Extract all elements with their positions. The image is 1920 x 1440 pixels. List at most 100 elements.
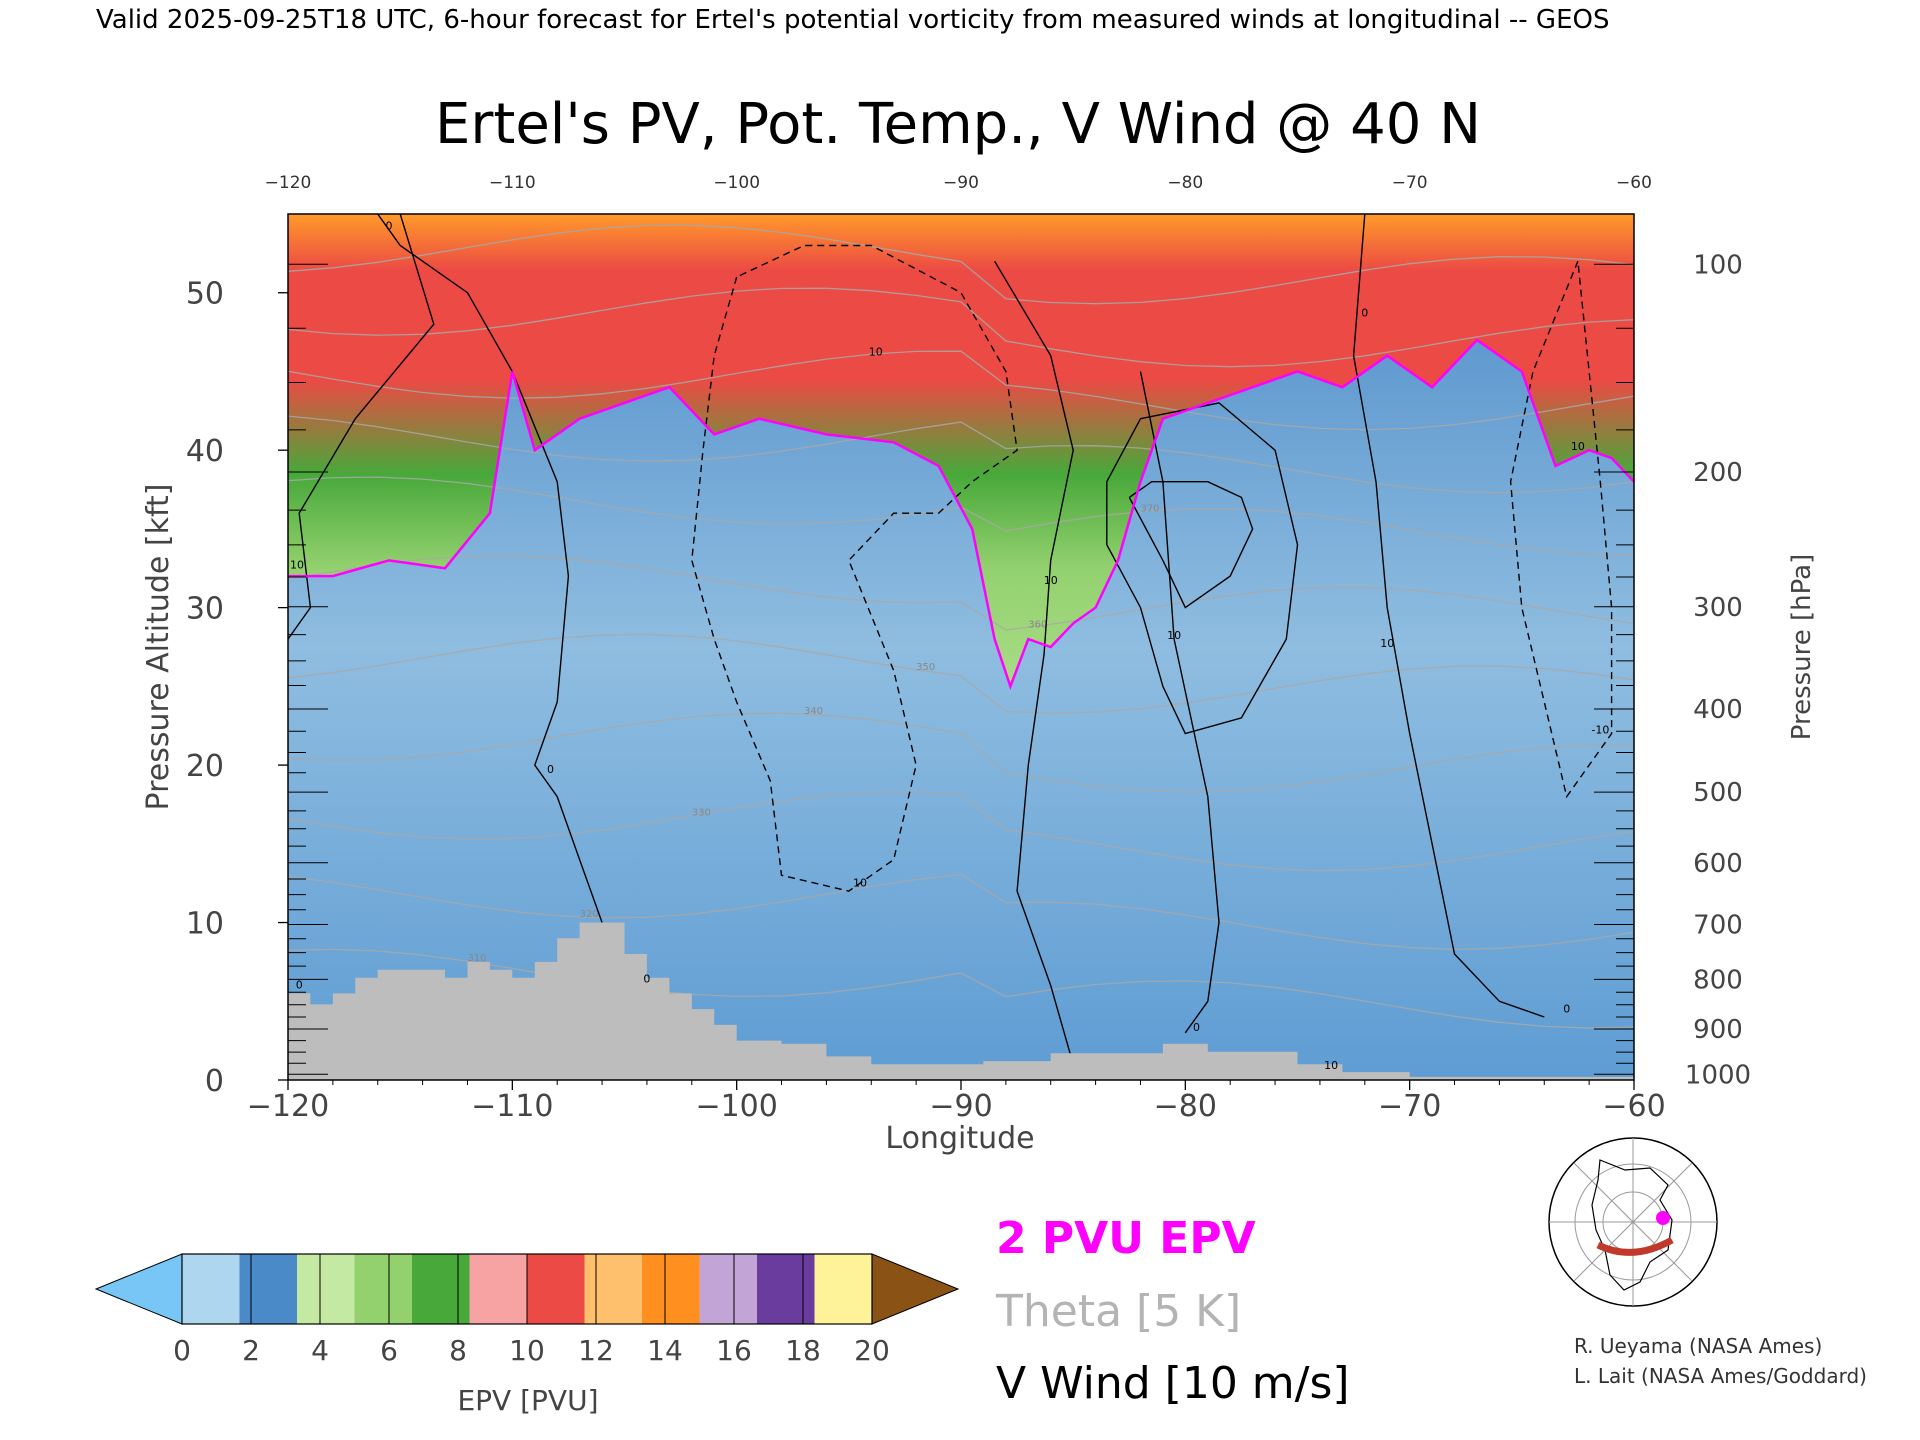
vwind-contour-label: 0	[1193, 1021, 1200, 1034]
colorbar-tick-label: 12	[578, 1334, 614, 1367]
vwind-contour-label: 10	[1380, 637, 1394, 650]
pressure-tick-label: 1000	[1685, 1060, 1751, 1090]
colorbar-swatch	[757, 1254, 815, 1324]
theta-contour-line	[288, 555, 1634, 631]
top-tick-label: −100	[713, 173, 760, 193]
colorbar-tick-label: 20	[854, 1334, 890, 1367]
theta-contour-label: 330	[692, 807, 711, 818]
theta-contour-label: 360	[1028, 619, 1047, 630]
colorbar-tick-label: 4	[311, 1334, 329, 1367]
colorbar-under-arrow	[94, 1253, 183, 1325]
legend-theta: Theta [5 K]	[995, 1286, 1241, 1337]
pressure-tick-label: 600	[1693, 849, 1743, 879]
vwind-contour-label: 10	[869, 346, 883, 359]
y-tick-label: 50	[186, 277, 224, 312]
top-tick-label: −80	[1167, 173, 1203, 193]
colorbar-swatch	[469, 1254, 528, 1324]
theta-contour-line	[288, 873, 1634, 950]
x-tick-label: −120	[247, 1089, 329, 1124]
pressure-tick-label: 200	[1693, 458, 1743, 488]
vwind-positive-contour	[1106, 402, 1299, 735]
x-tick-label: −70	[1378, 1089, 1441, 1124]
colorbar-tick-label: 8	[449, 1334, 467, 1367]
theta-contour-line	[288, 224, 1634, 305]
vwind-contours	[288, 214, 1613, 1080]
colorbar-swatch	[354, 1254, 413, 1324]
theta-contour-line	[288, 350, 1634, 431]
chart-title: Ertel's PV, Pot. Temp., V Wind @ 40 N	[435, 92, 1481, 157]
vwind-contour-label: 0	[296, 979, 303, 992]
colorbar-tick-label: 0	[173, 1334, 191, 1367]
colorbar-tick-label: 14	[647, 1334, 683, 1367]
stratosphere-fill	[288, 214, 1634, 687]
theta-contour-label: 310	[467, 953, 486, 964]
locator-map	[1548, 1137, 1718, 1307]
legend-pvu: 2 PVU EPV	[996, 1213, 1256, 1264]
colorbar-tick-label: 16	[716, 1334, 752, 1367]
colorbar-frame	[181, 1253, 873, 1325]
y-tick-label: 10	[186, 907, 224, 942]
y-axis-label-left: Pressure Altitude [kft]	[141, 484, 176, 811]
vwind-contour-label: 0	[547, 763, 554, 776]
colorbar-swatch	[814, 1254, 873, 1324]
pressure-tick-label: 400	[1693, 695, 1743, 725]
top-axis-ticks: −120 −110 −100 −90 −80 −70 −60	[265, 173, 1652, 193]
pressure-tick-marks	[288, 263, 1634, 1075]
vwind-contour-label: 0	[1563, 1002, 1570, 1015]
colorbar-swatch	[412, 1254, 470, 1324]
x-tick-label: −90	[929, 1089, 992, 1124]
vwind-zero-contour	[1352, 214, 1545, 1018]
top-tick-label: −60	[1616, 173, 1652, 193]
y-tick-label: 40	[186, 434, 224, 469]
vwind-contour-label: 10	[1324, 1059, 1338, 1072]
theta-contour-line	[288, 633, 1634, 714]
vwind-positive-contour	[1128, 481, 1254, 609]
vwind-zero-contour	[288, 214, 435, 640]
colorbar-label: EPV [PVU]	[457, 1384, 598, 1417]
left-axis-ticks: 0 10 20 30 40 50	[186, 277, 288, 1099]
colorbar-tick-label: 2	[242, 1334, 260, 1367]
vwind-contour-label: 10	[1571, 440, 1585, 453]
x-tick-label: −60	[1602, 1089, 1665, 1124]
top-tick-label: −90	[943, 173, 979, 193]
credit-line-2: L. Lait (NASA Ames/Goddard)	[1574, 1364, 1867, 1388]
vwind-negative-contour	[1509, 260, 1613, 799]
theta-contour-line	[288, 415, 1634, 494]
tropopause-2pvu-line	[288, 338, 1634, 691]
colorbar-swatch	[239, 1254, 298, 1324]
bottom-axis-ticks: −120 −110 −100 −90 −80 −70 −60	[247, 1080, 1666, 1124]
vwind-zero-contour	[377, 214, 626, 1080]
vwind-contour-label: 0	[385, 220, 392, 233]
colorbar-over-arrow	[871, 1253, 960, 1325]
colorbar-tick-label: 10	[509, 1334, 545, 1367]
theta-contour-line	[288, 791, 1634, 872]
y-tick-label: 30	[186, 592, 224, 627]
x-axis-label: Longitude	[885, 1121, 1034, 1156]
colorbar-swatch	[699, 1254, 758, 1324]
pressure-tick-label: 500	[1693, 778, 1743, 808]
right-axis-ticks: 100 200 300 400 500 600 700 800 900 1000	[1685, 250, 1751, 1090]
credit-line-1: R. Ueyama (NASA Ames)	[1574, 1334, 1822, 1358]
vwind-contour-label: 10	[290, 558, 304, 571]
y-axis-label-right: Pressure [hPa]	[1787, 554, 1817, 741]
pressure-tick-label: 800	[1693, 965, 1743, 995]
legend-vwind: V Wind [10 m/s]	[996, 1358, 1350, 1409]
theta-contour-label: 320	[580, 909, 599, 920]
theta-contour-label: 370	[1140, 504, 1159, 515]
vwind-zero-contour	[993, 260, 1074, 1065]
pressure-tick-label: 900	[1693, 1015, 1743, 1045]
vwind-contour-label: 10	[1167, 629, 1181, 642]
theta-contour-label: 350	[916, 662, 935, 673]
colorbar-swatch	[584, 1254, 643, 1324]
pressure-tick-label: 100	[1693, 250, 1743, 280]
theta-contour-line	[288, 712, 1634, 793]
theta-contour-label: 340	[804, 706, 823, 717]
vwind-contour-label: 10	[1044, 574, 1058, 587]
vwind-contour-label: 0	[643, 972, 650, 985]
x-tick-label: −80	[1154, 1089, 1217, 1124]
theta-contour-line	[288, 948, 1634, 1029]
theta-contour-line	[288, 287, 1634, 368]
vwind-contour-label: -10	[1591, 724, 1609, 737]
colorbar-swatch	[527, 1254, 585, 1324]
